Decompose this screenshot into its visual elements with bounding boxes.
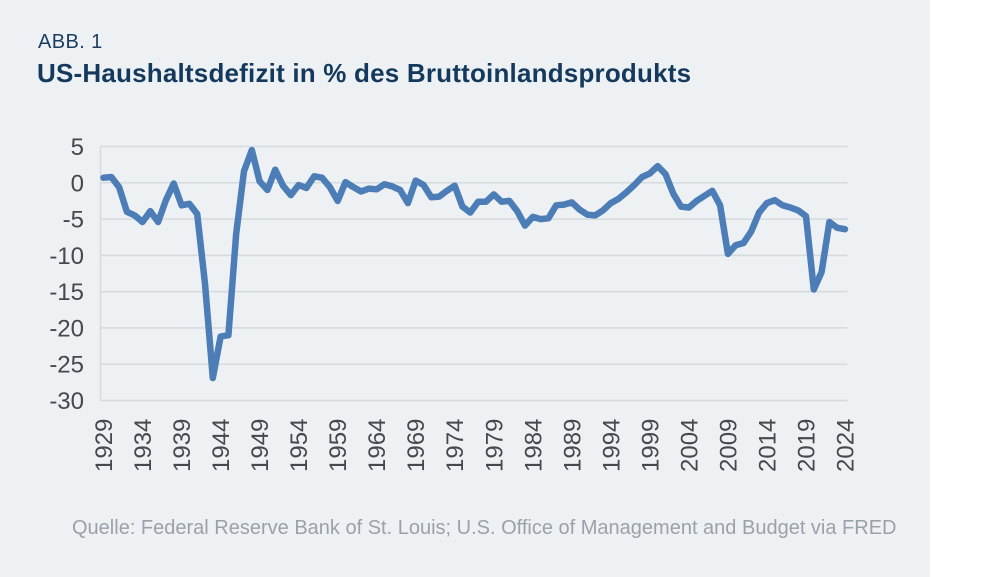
x-tick-label: 1944 (208, 419, 235, 472)
x-tick-label: 1979 (481, 419, 508, 472)
y-tick-label: -15 (49, 279, 84, 306)
x-tick-label: 1954 (286, 419, 313, 472)
source-note: Quelle: Federal Reserve Bank of St. Loui… (72, 517, 897, 539)
x-tick-label: 2024 (833, 419, 860, 472)
x-tick-label: 2009 (715, 419, 742, 472)
y-tick-label: 0 (71, 170, 84, 197)
x-tick-label: 2019 (794, 419, 821, 472)
y-tick-label: -10 (49, 243, 84, 270)
x-tick-label: 1984 (520, 419, 547, 472)
x-tick-label: 1939 (169, 419, 196, 472)
y-tick-label: 5 (71, 134, 84, 161)
chart-title: US-Haushaltsdefizit in % des Bruttoinlan… (37, 58, 692, 88)
figure-label: ABB. 1 (38, 31, 103, 53)
x-tick-label: 1934 (130, 419, 157, 472)
y-tick-label: -25 (49, 352, 84, 379)
x-tick-label: 1949 (247, 419, 274, 472)
x-tick-label: 1964 (364, 419, 391, 472)
x-tick-label: 1989 (559, 419, 586, 472)
chart-card (0, 0, 930, 577)
x-tick-label: 1974 (442, 419, 469, 472)
x-tick-label: 1999 (637, 419, 664, 472)
deficit-line (100, 146, 849, 382)
y-tick-label: -5 (63, 207, 84, 234)
x-tick-label: 1959 (325, 419, 352, 472)
y-tick-label: -30 (49, 388, 84, 415)
x-tick-label: 1969 (403, 419, 430, 472)
x-tick-label: 2004 (676, 419, 703, 472)
x-tick-label: 1929 (91, 419, 118, 472)
x-tick-label: 1994 (598, 419, 625, 472)
y-tick-label: -20 (49, 315, 84, 342)
x-tick-label: 2014 (754, 419, 781, 472)
